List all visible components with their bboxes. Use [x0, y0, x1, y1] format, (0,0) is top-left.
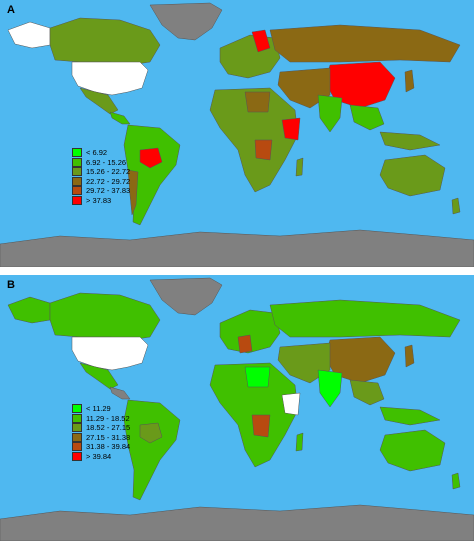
legend-item: 27.15 - 31.38 [72, 432, 131, 443]
chile-argentina [127, 169, 139, 216]
legend-item: < 6.92 [72, 148, 130, 158]
southeast-asia [349, 104, 385, 131]
legend-swatch [72, 176, 82, 186]
indonesia [379, 131, 441, 151]
greenland [149, 277, 223, 316]
central-america [109, 111, 131, 125]
legend-swatch [72, 404, 82, 414]
horn-of-africa [281, 392, 301, 416]
legend-item: 22.72 - 29.72 [72, 176, 131, 187]
legend-b: < 11.29 11.29 - 18.52 18.52 - 27.15 27.1… [72, 404, 130, 461]
legend-item: 18.52 - 27.15 [72, 423, 130, 433]
legend-swatch [72, 157, 82, 167]
new-zealand [451, 197, 461, 215]
legend-swatch [72, 413, 82, 423]
central-africa [254, 139, 273, 161]
greenland [149, 2, 223, 41]
legend-label: 15.26 - 22.72 [86, 167, 131, 177]
japan [404, 69, 415, 93]
bolivia [139, 147, 163, 169]
bolivia [139, 422, 163, 444]
world-map-a [0, 0, 474, 267]
legend-item: 29.72 - 37.83 [72, 186, 130, 196]
central-africa [251, 414, 271, 438]
india [317, 94, 343, 133]
legend-label: 29.72 - 37.83 [86, 186, 131, 196]
russia [269, 24, 461, 63]
legend-label: < 11.29 [86, 404, 111, 414]
legend-label: > 39.84 [86, 451, 112, 461]
legend-item: 31.38 - 39.84 [72, 442, 130, 452]
world-map-b [0, 275, 474, 541]
middle-east [277, 342, 331, 384]
legend-swatch [72, 148, 82, 158]
legend-label: 18.52 - 27.15 [86, 423, 131, 433]
legend-label: 6.92 - 15.26 [86, 157, 127, 167]
madagascar [295, 432, 304, 452]
north-africa-east [244, 91, 271, 113]
australia [379, 429, 446, 472]
legend-swatch [72, 423, 82, 433]
legend-item: < 11.29 [72, 404, 130, 414]
legend-label: 27.15 - 31.38 [86, 432, 131, 442]
south-america [123, 124, 181, 226]
legend-swatch [72, 442, 82, 452]
europe [219, 309, 281, 354]
legend-swatch [72, 186, 82, 196]
southeast-asia [349, 379, 385, 406]
legend-swatch [72, 451, 82, 461]
russia [269, 299, 461, 338]
legend-label: 22.72 - 29.72 [86, 176, 131, 186]
legend-swatch [72, 195, 82, 205]
mexico [79, 87, 119, 115]
japan [404, 344, 415, 368]
antarctica [0, 504, 474, 541]
legend-swatch [72, 432, 82, 442]
map-panel-b: B < 11.29 11.29 - 18.52 18.52 - 27.15 27… [0, 275, 474, 541]
legend-a: < 6.92 6.92 - 15.26 15.26 - 22.72 22.72 … [72, 148, 130, 205]
map-panel-a: A < 6.92 6.92 - 15.26 15.26 - 22.72 22.7… [0, 0, 474, 267]
africa [209, 87, 299, 193]
south-america [123, 399, 181, 501]
australia [379, 154, 446, 197]
central-america [109, 386, 131, 400]
usa [71, 61, 149, 96]
india [317, 369, 343, 408]
middle-east [277, 67, 331, 109]
legend-label: < 6.92 [86, 148, 108, 158]
legend-item: 11.29 - 18.52 [72, 413, 130, 424]
legend-item: > 37.83 [72, 195, 130, 206]
legend-item: 6.92 - 15.26 [72, 157, 130, 168]
usa [71, 336, 149, 371]
legend-label: 11.29 - 18.52 [86, 413, 130, 423]
panel-letter: B [7, 279, 15, 291]
mexico [79, 362, 119, 390]
legend-item: 15.26 - 22.72 [72, 167, 130, 177]
north-africa-east [244, 366, 271, 388]
new-zealand [451, 472, 461, 490]
horn-of-africa [281, 117, 301, 141]
madagascar [295, 157, 304, 177]
scandinavia [251, 29, 271, 53]
italy [237, 334, 253, 354]
legend-label: 31.38 - 39.84 [86, 442, 131, 452]
legend-swatch [72, 167, 82, 177]
indonesia [379, 406, 441, 426]
legend-item: > 39.84 [72, 451, 130, 462]
antarctica [0, 229, 474, 267]
panel-letter: A [7, 4, 15, 16]
legend-label: > 37.83 [86, 195, 112, 205]
